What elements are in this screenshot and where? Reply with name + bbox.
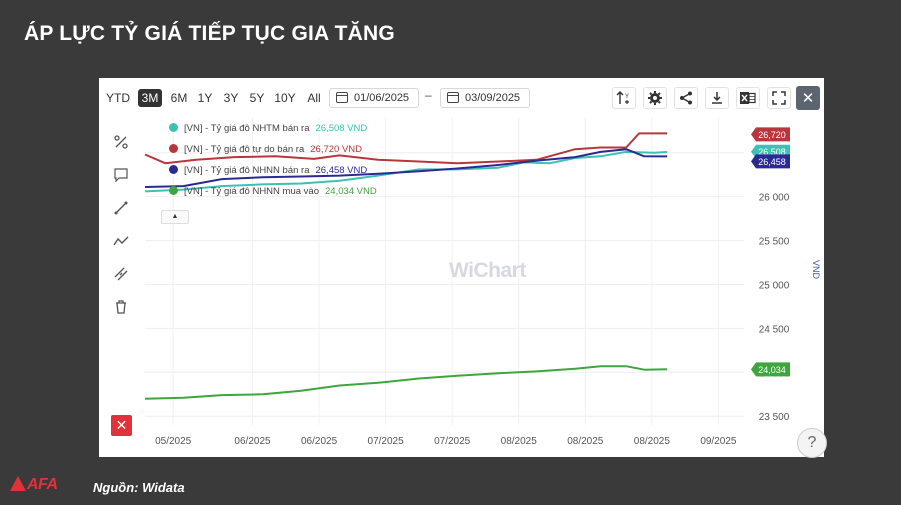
- legend-value: 26,720 VND: [310, 144, 363, 155]
- range-10y-button[interactable]: 10Y: [274, 91, 296, 105]
- x-tick-label: 08/2025: [634, 436, 671, 447]
- share-icon[interactable]: [674, 87, 698, 109]
- logo-text: AFA: [27, 476, 58, 493]
- logo-mark-icon: [10, 476, 26, 491]
- y-tick-label: 25 500: [759, 237, 790, 248]
- value-badge-label: 24,034: [758, 365, 786, 375]
- range-ytd-button[interactable]: YTD: [106, 91, 130, 105]
- date-to-field[interactable]: 03/09/2025: [440, 88, 530, 108]
- comment-icon[interactable]: [109, 163, 133, 187]
- date-to-value: 03/09/2025: [465, 92, 521, 104]
- range-3y-button[interactable]: 3Y: [223, 91, 239, 105]
- x-tick-label: 09/2025: [700, 436, 737, 447]
- line-tool-icon[interactable]: [109, 196, 133, 220]
- legend-label: [VN] - Tỷ giá đô NHNN mua vào: [184, 186, 319, 197]
- y-axis-title: VND: [811, 260, 821, 280]
- afa-logo: AFA: [10, 476, 58, 494]
- x-tick-label: 06/2025: [301, 436, 338, 447]
- gear-icon[interactable]: [643, 87, 667, 109]
- range-all-button[interactable]: All: [307, 91, 321, 105]
- axis-scale-letter: Y: [625, 94, 629, 100]
- excel-icon[interactable]: [736, 87, 760, 109]
- legend-dot: [169, 165, 178, 174]
- help-button[interactable]: ?: [797, 428, 827, 458]
- legend-dot: [169, 123, 178, 132]
- y-tick-label: 26 000: [759, 193, 790, 204]
- legend-value: 24,034 VND: [324, 186, 377, 197]
- y-tick-label: 25 000: [759, 280, 790, 291]
- range-5y-button[interactable]: 5Y: [249, 91, 265, 105]
- slide-title: ÁP LỰC TỶ GIÁ TIẾP TỤC GIA TĂNG: [24, 22, 395, 45]
- range-3m-button[interactable]: 3M: [138, 89, 162, 107]
- value-badge-label: 26,508: [758, 147, 786, 157]
- value-badge: [751, 362, 790, 377]
- measure-icon[interactable]: [109, 262, 133, 286]
- legend-value: 26,508 VND: [315, 123, 368, 134]
- legend-value: 26,458 VND: [315, 165, 368, 176]
- x-tick-label: 08/2025: [501, 436, 538, 447]
- x-tick-label: 06/2025: [234, 436, 271, 447]
- legend-item-nhnn-mua[interactable]: [VN] - Tỷ giá đô NHNN mua vào 24,034 VND: [169, 185, 377, 199]
- series-line-tudo: [144, 132, 668, 165]
- legend-item-tudo[interactable]: [VN] - Tỷ giá đô tự do bán ra 26,720 VND: [169, 143, 362, 157]
- date-separator: –: [425, 88, 432, 102]
- x-tick-label: 08/2025: [567, 436, 604, 447]
- calendar-icon: [447, 92, 459, 103]
- legend-collapse-button[interactable]: ▲: [161, 210, 189, 224]
- legend-label: [VN] - Tỷ giá đô tự do bán ra: [184, 144, 305, 155]
- y-tick-label: 23 500: [759, 412, 790, 423]
- date-from-field[interactable]: 01/06/2025: [329, 88, 419, 108]
- trash-icon[interactable]: [109, 295, 133, 319]
- date-from-value: 01/06/2025: [354, 92, 410, 104]
- legend-dot: [169, 144, 178, 153]
- legend-dot: [169, 186, 178, 195]
- x-tick-label: 05/2025: [155, 436, 192, 447]
- legend-item-nhtm[interactable]: [VN] - Tỷ giá đô NHTM bán ra 26,508 VND: [169, 122, 367, 136]
- trend-icon[interactable]: [109, 229, 133, 253]
- source-note: Nguồn: Widata: [93, 480, 185, 495]
- series-line-nhnn_ban: [144, 148, 668, 188]
- legend-item-nhnn-ban[interactable]: [VN] - Tỷ giá đô NHNN bán ra 26,458 VND: [169, 164, 367, 178]
- range-1y-button[interactable]: 1Y: [197, 91, 213, 105]
- value-badge: [751, 127, 790, 142]
- x-tick-label: 07/2025: [434, 436, 471, 447]
- delete-all-button[interactable]: ✕: [111, 415, 132, 436]
- toolbar: YTD 3M 6M 1Y 3Y 5Y 10Y All 01/06/2025 – …: [99, 78, 824, 118]
- value-badge-label: 26,458: [758, 157, 786, 167]
- value-badge: [751, 154, 790, 169]
- x-tick-label: 07/2025: [368, 436, 405, 447]
- calendar-icon: [336, 92, 348, 103]
- percent-icon[interactable]: [109, 130, 133, 154]
- watermark: WiChart: [449, 259, 526, 282]
- download-icon[interactable]: [705, 87, 729, 109]
- y-tick-label: 24 500: [759, 324, 790, 335]
- range-6m-button[interactable]: 6M: [170, 91, 188, 105]
- legend-label: [VN] - Tỷ giá đô NHTM bán ra: [184, 123, 310, 134]
- value-badge-label: 26,720: [758, 130, 786, 140]
- axis-scale-icon[interactable]: Y: [612, 87, 636, 109]
- close-icon[interactable]: ✕: [796, 86, 820, 110]
- fullscreen-icon[interactable]: [767, 87, 791, 109]
- legend-label: [VN] - Tỷ giá đô NHNN bán ra: [184, 165, 310, 176]
- series-line-nhnn_mua: [144, 365, 668, 400]
